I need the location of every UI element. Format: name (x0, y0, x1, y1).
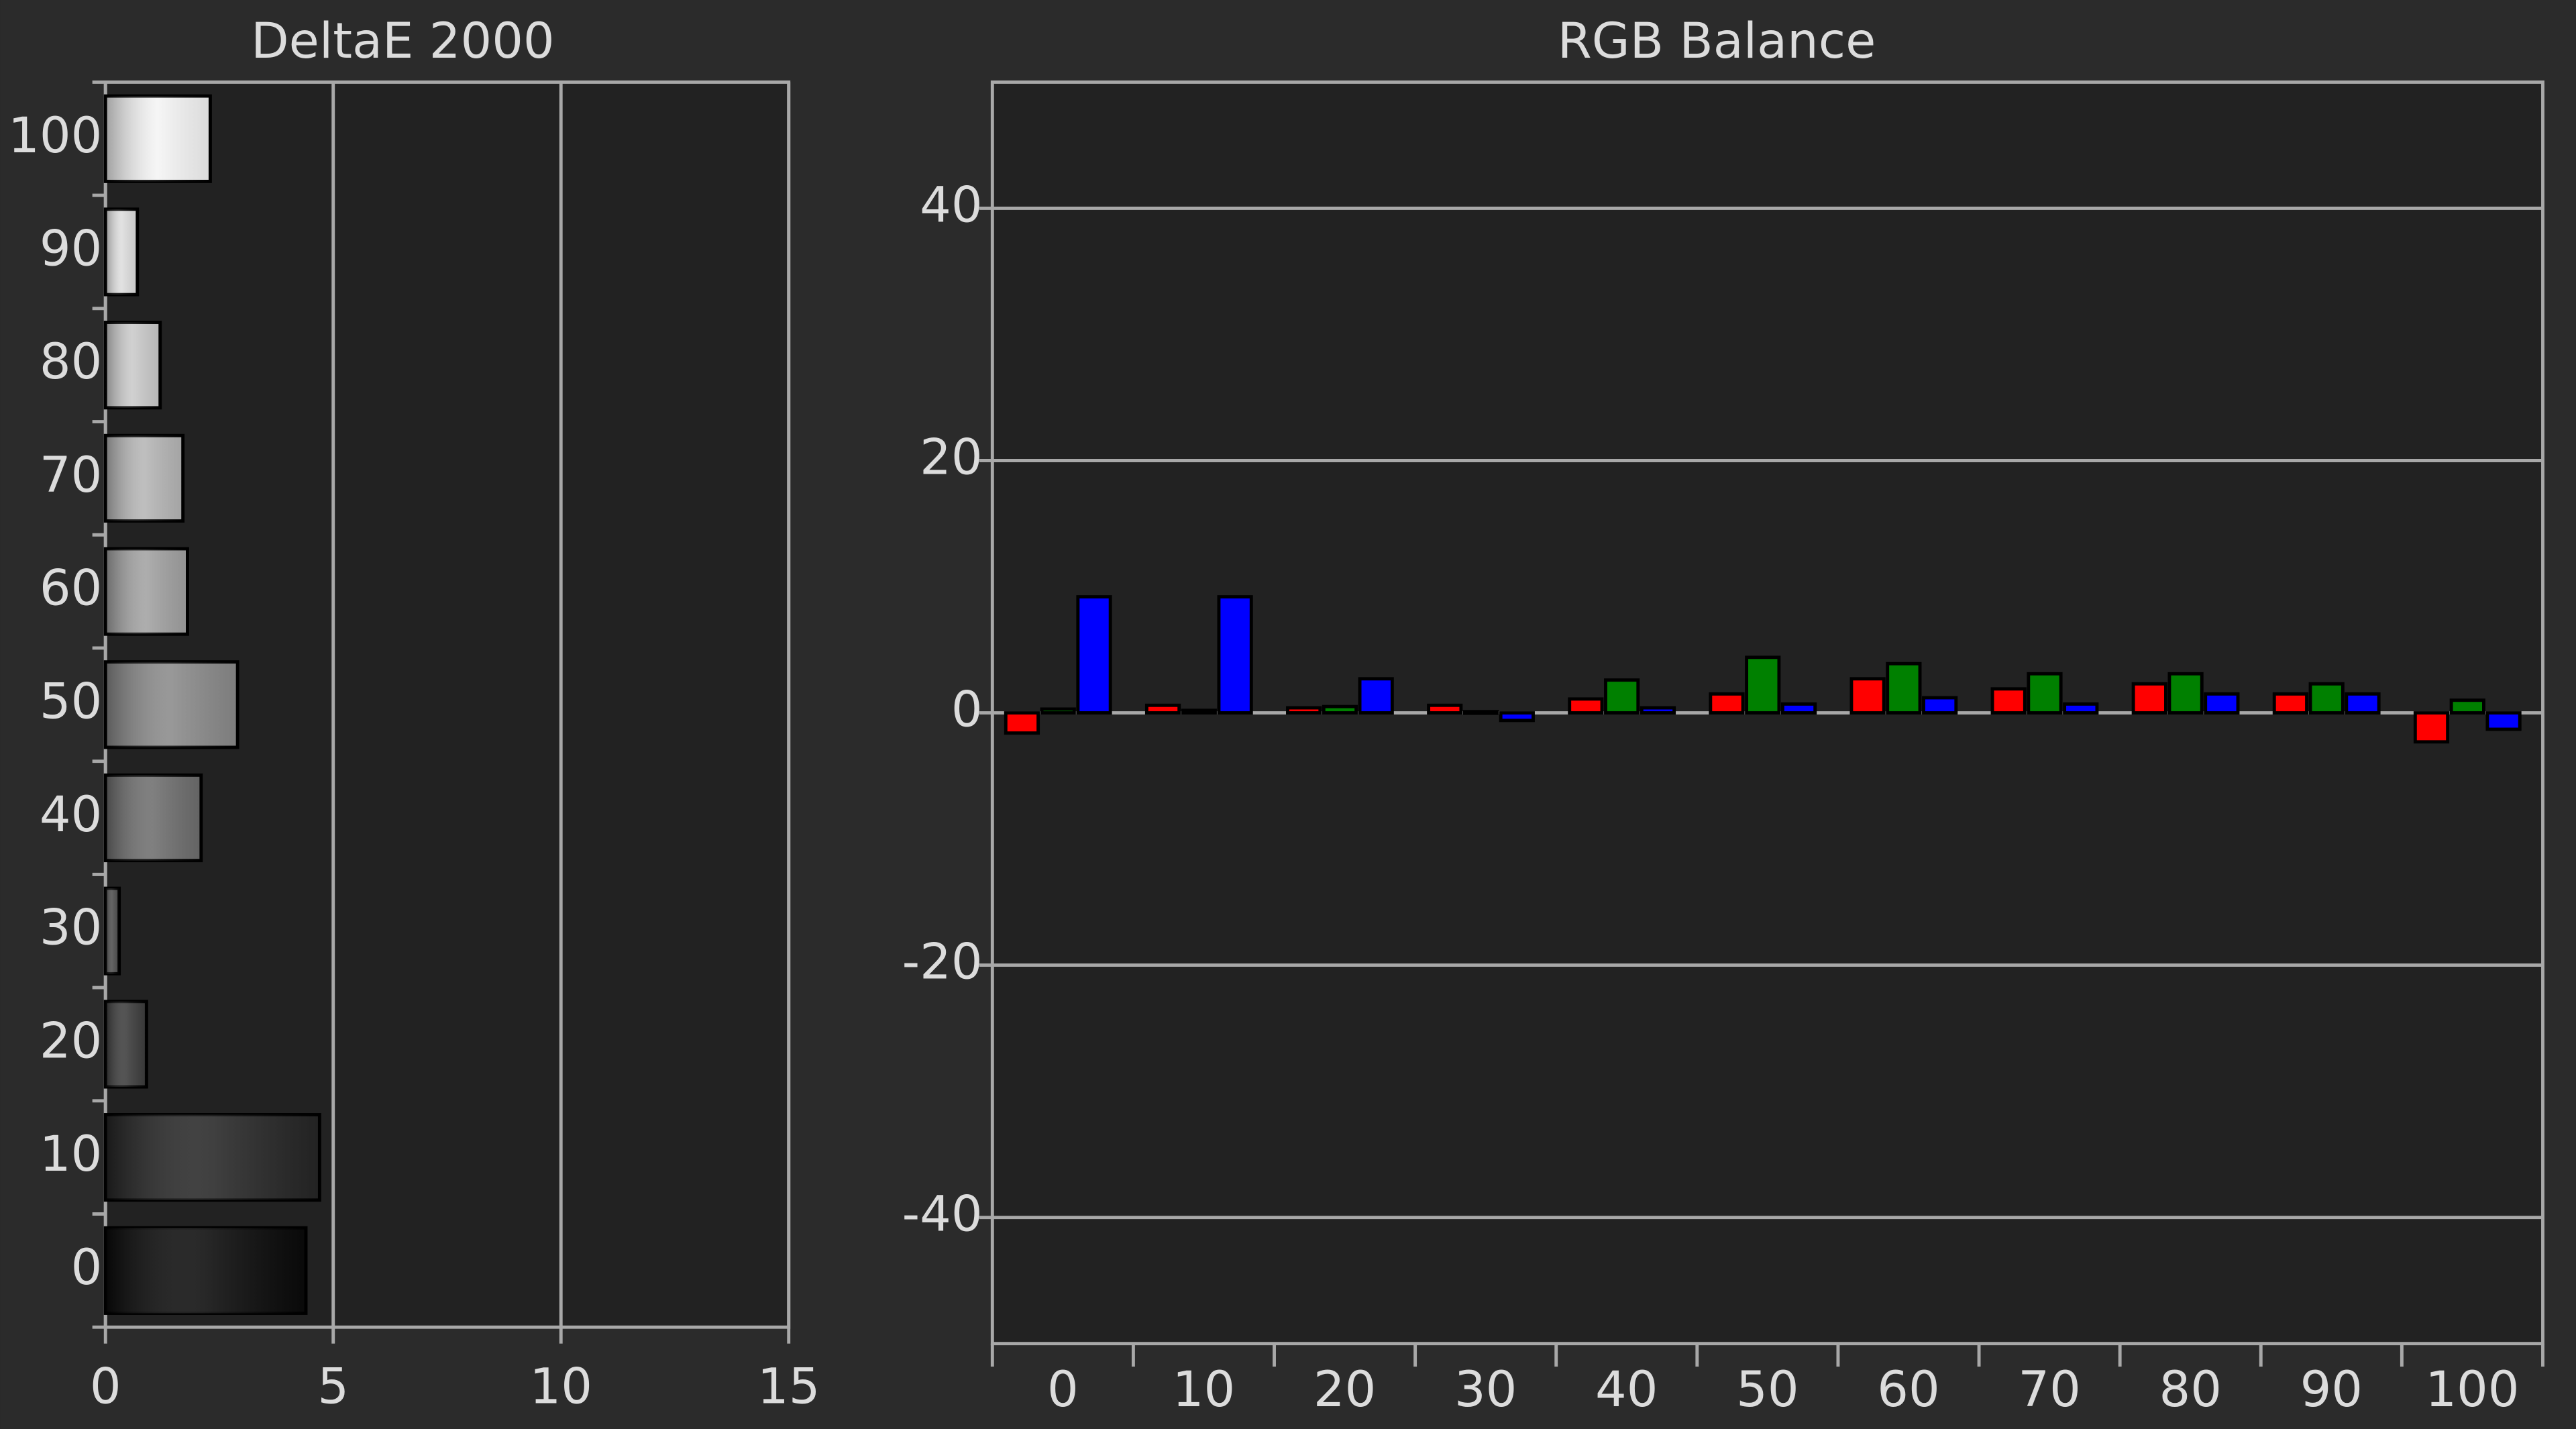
x-tick-label: 10 (1173, 1361, 1235, 1418)
bar-shine (105, 548, 188, 635)
bar (1217, 595, 1253, 714)
bar (1076, 595, 1112, 714)
bar (2131, 682, 2167, 714)
x-tick-label: 40 (1595, 1361, 1658, 1418)
x-tick-label: 50 (1736, 1361, 1799, 1418)
bar (1568, 697, 1604, 715)
bar-shine (105, 888, 119, 974)
y-tick-label: 50 (40, 673, 102, 730)
x-tick-label: 5 (317, 1358, 349, 1415)
bar (1499, 711, 1535, 723)
bar (2027, 672, 2063, 714)
bar (1745, 655, 1781, 715)
bar-shine (105, 435, 183, 521)
bar (2485, 711, 2522, 731)
bar (1886, 661, 1922, 715)
bar (1604, 678, 1640, 715)
bar (1286, 706, 1322, 715)
y-tick-label: -40 (902, 1186, 983, 1243)
y-tick-label: -20 (902, 934, 983, 991)
y-tick-label: 60 (40, 560, 102, 617)
x-tick-label: 15 (757, 1358, 820, 1415)
y-tick-label: 100 (8, 107, 102, 164)
y-tick-label: 70 (40, 447, 102, 504)
bar (2063, 702, 2099, 714)
bar (1004, 711, 1040, 735)
bar (1709, 692, 1745, 715)
bar (1181, 708, 1217, 714)
bar (2272, 692, 2309, 715)
bar (1144, 703, 1181, 714)
y-tick-label: 30 (40, 900, 102, 957)
y-tick-label: 0 (951, 682, 983, 739)
y-tick-label: 0 (71, 1239, 103, 1296)
x-tick-label: 0 (90, 1358, 121, 1415)
y-tick-label: 90 (40, 220, 102, 277)
bar (2167, 672, 2204, 714)
bar-shine (105, 661, 238, 747)
bar (2449, 698, 2485, 715)
bar-shine (105, 209, 138, 295)
y-tick-label: 40 (920, 176, 982, 233)
x-tick-label: 60 (1877, 1361, 1939, 1418)
bar (1922, 696, 1958, 714)
y-tick-label: 80 (40, 333, 102, 390)
chart-title: RGB Balance (1558, 13, 1876, 70)
bar (1462, 710, 1499, 715)
bar (2308, 682, 2345, 714)
x-tick-label: 30 (1454, 1361, 1517, 1418)
bar (1640, 706, 1676, 715)
bar-shine (105, 1001, 147, 1088)
bar (1040, 707, 1076, 715)
y-tick-label: 40 (40, 786, 102, 843)
bar (1849, 677, 1886, 715)
y-tick-label: 20 (920, 429, 982, 486)
bar (1358, 677, 1394, 715)
x-tick-label: 10 (530, 1358, 592, 1415)
bar (1990, 687, 2027, 714)
y-tick-label: 10 (40, 1126, 102, 1183)
bar (2204, 692, 2240, 715)
bar (1780, 702, 1817, 714)
bar (2413, 711, 2450, 744)
bar (2345, 692, 2381, 715)
x-tick-label: 100 (2425, 1361, 2519, 1418)
bar-shine (105, 1114, 320, 1200)
chart-title: DeltaE 2000 (251, 13, 555, 70)
x-tick-label: 20 (1313, 1361, 1376, 1418)
bar-shine (105, 1228, 306, 1314)
bar-shine (105, 775, 201, 861)
bar-shine (105, 322, 160, 408)
x-tick-label: 0 (1047, 1361, 1079, 1418)
bar-shine (105, 96, 211, 182)
x-tick-label: 90 (2300, 1361, 2363, 1418)
x-tick-label: 80 (2159, 1361, 2221, 1418)
x-tick-label: 70 (2018, 1361, 2080, 1418)
bar (1427, 703, 1463, 714)
bar (1322, 704, 1358, 715)
y-tick-label: 20 (40, 1012, 102, 1069)
